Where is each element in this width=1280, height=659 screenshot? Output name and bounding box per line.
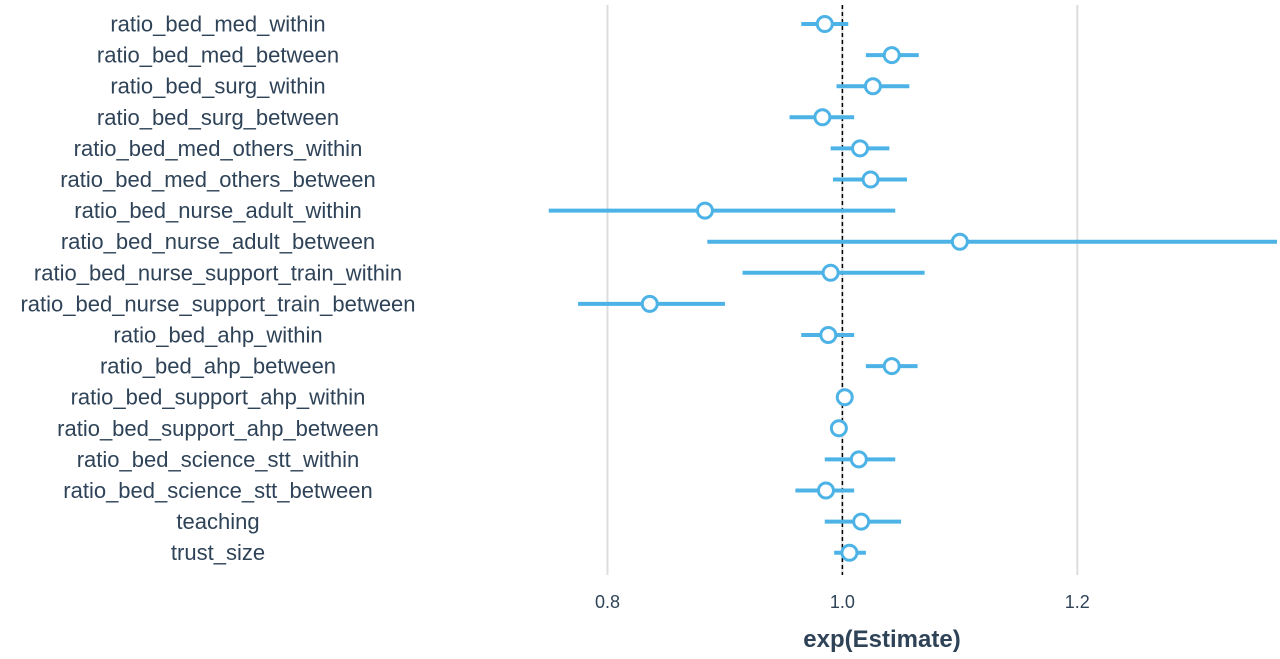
estimate-point — [821, 263, 840, 282]
term-label: ratio_bed_surg_between — [97, 105, 339, 130]
term-label: teaching — [176, 509, 259, 534]
estimate-point — [835, 388, 854, 407]
term-label: ratio_bed_nurse_adult_between — [61, 229, 375, 254]
term-label: ratio_bed_nurse_support_train_within — [34, 260, 402, 285]
estimate-points — [640, 15, 969, 562]
term-label: ratio_bed_support_ahp_between — [57, 416, 379, 441]
term-label: ratio_bed_ahp_within — [113, 323, 322, 348]
estimate-point — [815, 15, 834, 33]
term-labels: ratio_bed_med_within ratio_bed_med_betwee… — [20, 12, 415, 566]
term-label: ratio_bed_science_stt_between — [63, 478, 372, 503]
confidence-intervals — [548, 22, 1277, 555]
term-label: ratio_bed_ahp_between — [100, 354, 336, 379]
estimate-point — [852, 512, 871, 531]
estimate-point — [819, 326, 838, 344]
term-label: ratio_bed_nurse_adult_within — [74, 198, 361, 223]
estimate-point — [861, 170, 880, 189]
estimate-point — [813, 108, 832, 127]
x-axis-label: exp(Estimate) — [803, 626, 960, 653]
x-tick-label: 1.0 — [830, 592, 855, 612]
term-label: ratio_bed_surg_within — [110, 74, 325, 99]
estimate-point — [829, 419, 848, 438]
term-label: ratio_bed_med_within — [110, 12, 325, 37]
term-label: ratio_bed_support_ahp_within — [71, 385, 366, 410]
term-label: ratio_bed_science_stt_within — [77, 447, 360, 472]
x-tick-label: 0.8 — [595, 592, 620, 612]
x-axis-ticks: 0.8 1.0 1.2 — [595, 592, 1090, 612]
estimate-point — [863, 77, 882, 96]
estimate-point — [816, 481, 835, 500]
estimate-point — [840, 543, 859, 562]
estimate-point — [851, 139, 870, 158]
x-tick-label: 1.2 — [1065, 592, 1090, 612]
estimate-point — [882, 357, 901, 376]
term-label: ratio_bed_med_between — [97, 43, 339, 68]
term-label: ratio_bed_nurse_support_train_between — [20, 291, 415, 316]
estimate-point — [882, 46, 901, 65]
estimate-point — [950, 232, 969, 251]
term-label: trust_size — [171, 540, 265, 565]
estimate-point — [849, 450, 868, 469]
estimate-point — [695, 201, 714, 220]
estimate-point — [640, 294, 659, 313]
term-label: ratio_bed_med_others_within — [74, 136, 363, 161]
term-label: ratio_bed_med_others_between — [60, 167, 376, 192]
